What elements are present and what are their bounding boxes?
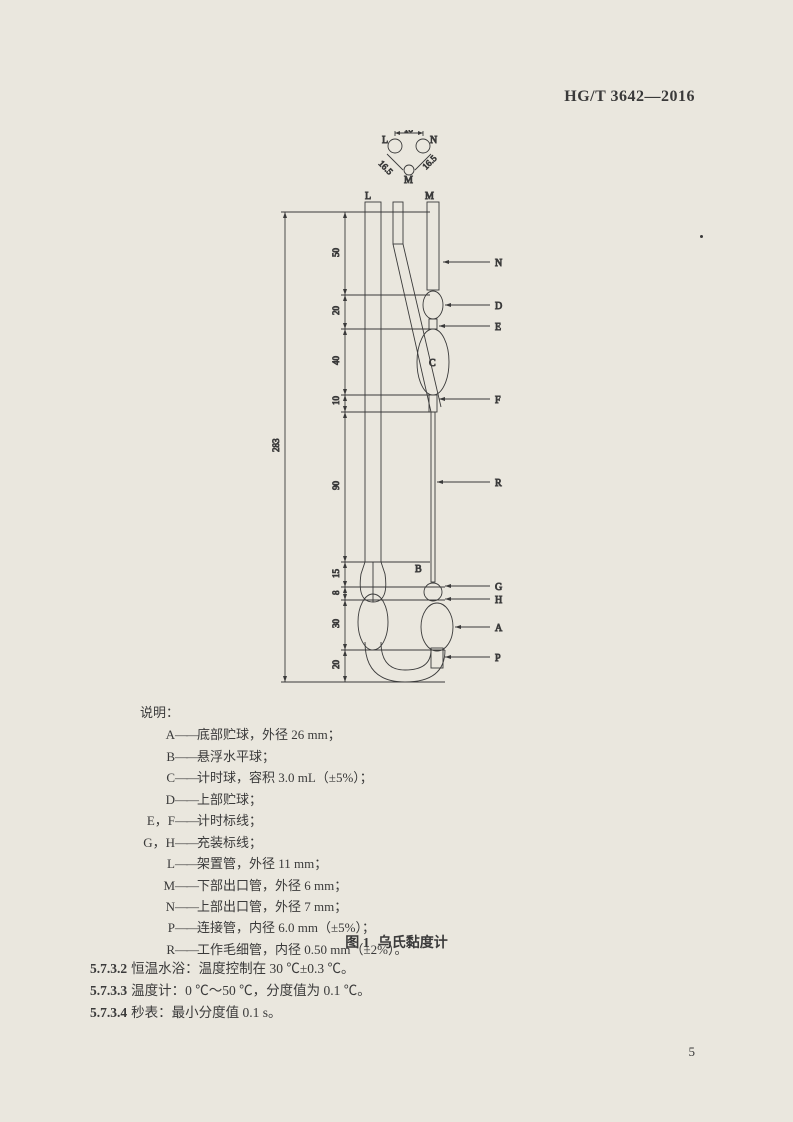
legend: 说明： A——底部贮球，外径 26 mm； B——悬浮水平球； C——计时球，容… [130, 702, 407, 960]
legend-B: B——悬浮水平球； [130, 746, 407, 767]
lbl-P: P [495, 653, 501, 664]
legend-N: N——上部出口管，外径 7 mm； [130, 896, 407, 917]
lbl-G: G [495, 582, 502, 593]
legend-A: A——底部贮球，外径 26 mm； [130, 724, 407, 745]
spec-dot [700, 235, 703, 238]
dim-50: 50 [331, 248, 341, 258]
figure-caption: 图 1乌氏黏度计 [0, 932, 793, 952]
tube-M: M [425, 191, 434, 202]
lbl-N: N [495, 258, 502, 269]
dim-18: 18 [404, 130, 414, 134]
dim-165r: 16.5 [420, 153, 439, 172]
legend-C: C——计时球，容积 3.0 mL（±5%）； [130, 767, 407, 788]
page-number: 5 [689, 1044, 696, 1060]
lbl-F: F [495, 395, 501, 406]
legend-D: D——上部贮球； [130, 789, 407, 810]
page: HG/T 3642—2016 [0, 0, 793, 1122]
legend-M: M——下部出口管，外径 6 mm； [130, 875, 407, 896]
lbl-H: H [495, 595, 502, 606]
standard-code: HG/T 3642—2016 [564, 88, 695, 106]
legend-intro: 说明： [140, 702, 407, 723]
dim-10: 10 [331, 396, 341, 406]
para-5734: 5.7.3.4秒表：最小分度值 0.1 s。 [90, 1002, 282, 1025]
legend-L: L——架置管，外径 11 mm； [130, 853, 407, 874]
para-5732: 5.7.3.2恒温水浴：温度控制在 30 ℃±0.3 ℃。 [90, 958, 355, 981]
lbl-C: C [429, 358, 436, 369]
lbl-E: E [495, 322, 501, 333]
dim-15: 15 [331, 569, 341, 579]
lbl-B: B [415, 564, 422, 575]
lbl-D: D [495, 301, 502, 312]
top-L: L [382, 135, 388, 146]
top-N: N [430, 135, 437, 146]
legend-GH: G，H——充装标线； [130, 832, 407, 853]
tube-L: L [365, 191, 371, 202]
legend-EF: E，F——计时标线； [130, 810, 407, 831]
top-M: M [404, 175, 413, 186]
dim-20a: 20 [331, 306, 341, 316]
dim-40: 40 [331, 356, 341, 366]
dim-165l: 16.5 [377, 158, 396, 177]
lbl-R: R [495, 478, 502, 489]
viscometer-diagram: 18 16.5 16.5 L N M [265, 130, 545, 690]
dim-90: 90 [331, 481, 341, 491]
dim-8: 8 [331, 590, 341, 595]
dim-30: 30 [331, 619, 341, 629]
para-5733: 5.7.3.3温度计：0 ℃～50 ℃，分度值为 0.1 ℃。 [90, 980, 371, 1003]
dim-283: 283 [271, 438, 281, 452]
dim-20b: 20 [331, 660, 341, 670]
lbl-A: A [495, 623, 503, 634]
